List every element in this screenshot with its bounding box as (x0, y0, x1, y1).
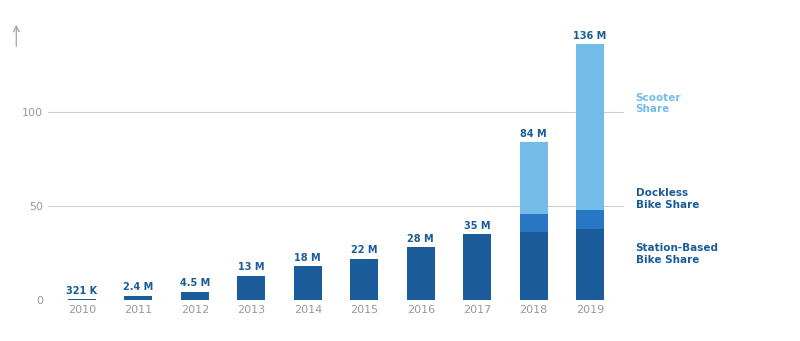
Text: 2.4 M: 2.4 M (123, 282, 154, 292)
Bar (237, 276, 266, 300)
Bar (68, 299, 96, 300)
Bar (519, 232, 548, 300)
Text: 18 M: 18 M (294, 253, 321, 263)
Bar (124, 296, 153, 300)
Text: 13 M: 13 M (238, 262, 265, 272)
Bar (519, 142, 548, 213)
Text: 22 M: 22 M (351, 245, 378, 255)
Bar (519, 213, 548, 232)
Text: 321 K: 321 K (66, 286, 98, 296)
Text: Dockless
Bike Share: Dockless Bike Share (635, 188, 699, 210)
Bar (181, 292, 209, 300)
Bar (350, 259, 378, 300)
Bar (406, 248, 435, 300)
Text: 28 M: 28 M (407, 234, 434, 244)
Text: 35 M: 35 M (464, 221, 490, 231)
Bar (576, 44, 604, 210)
Text: Station-Based
Bike Share: Station-Based Bike Share (635, 243, 718, 265)
Text: 4.5 M: 4.5 M (180, 278, 210, 288)
Text: 84 M: 84 M (520, 129, 547, 139)
Bar (294, 266, 322, 300)
Bar (463, 234, 491, 300)
Text: Scooter
Share: Scooter Share (635, 93, 681, 115)
Text: 136 M: 136 M (574, 31, 606, 41)
Bar (576, 210, 604, 228)
Bar (576, 228, 604, 300)
